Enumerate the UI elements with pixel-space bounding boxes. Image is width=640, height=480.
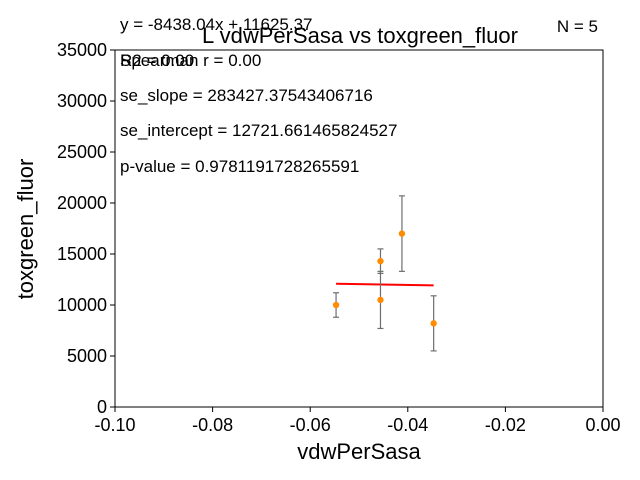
x-tick-label: -0.10	[94, 415, 135, 435]
se-slope-annotation: se_slope = 283427.37543406716	[120, 86, 373, 105]
chart-title: L vdwPerSasa vs toxgreen_fluor	[202, 23, 518, 48]
y-tick-label: 15000	[57, 244, 107, 264]
fit-line-layer	[336, 282, 434, 287]
x-tick-label: -0.08	[192, 415, 233, 435]
y-tick-label: 25000	[57, 142, 107, 162]
y-tick-label: 20000	[57, 193, 107, 213]
r2-annotation: R2 = 0.00	[120, 51, 194, 70]
x-tick-label: -0.04	[387, 415, 428, 435]
data-point	[430, 320, 437, 327]
y-tick-label: 5000	[67, 346, 107, 366]
data-point	[332, 301, 340, 309]
y-tick-label: 35000	[57, 40, 107, 60]
y-tick-label: 10000	[57, 295, 107, 315]
y-tick-label: 0	[97, 397, 107, 417]
y-tick-label: 30000	[57, 91, 107, 111]
p-value-annotation: p-value = 0.9781191728265591	[120, 157, 359, 176]
x-tick-label: 0.00	[585, 415, 620, 435]
fit-line	[336, 282, 434, 287]
y-axis-title: toxgreen_fluor	[13, 159, 38, 300]
data-point	[377, 296, 384, 304]
points-layer	[332, 230, 437, 327]
x-axis-title: vdwPerSasa	[297, 439, 421, 464]
se-intercept-annotation: se_intercept = 12721.661465824527	[120, 121, 397, 140]
y-axis-ticks: 0 5000 10000 15000 20000 25000 30000 35000	[57, 40, 115, 417]
errorbar-layer	[333, 195, 437, 352]
data-point	[377, 257, 384, 265]
x-axis-ticks: -0.10 -0.08 -0.06 -0.04 -0.02 0.00	[94, 407, 621, 435]
x-tick-label: -0.06	[290, 415, 331, 435]
data-point	[398, 230, 406, 237]
equation-annotation: y = -8438.04x + 11625.37	[120, 15, 313, 34]
n-annotation: N = 5	[557, 17, 598, 36]
plot-area-frame	[114, 49, 604, 408]
spearman-annotation: Spearman r = 0.00	[120, 51, 261, 70]
x-tick-label: -0.02	[485, 415, 526, 435]
